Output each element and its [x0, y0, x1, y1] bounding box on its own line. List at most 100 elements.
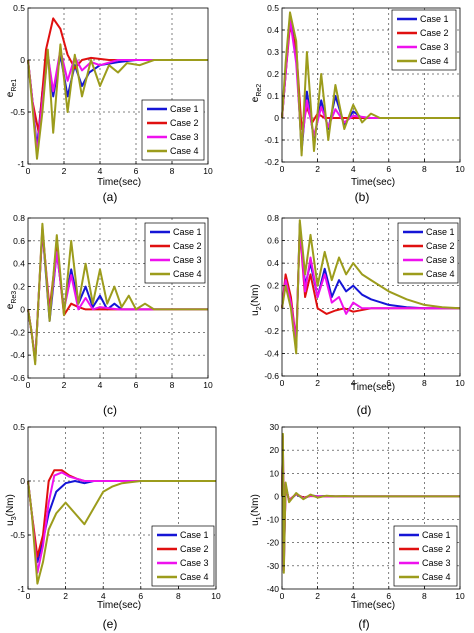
- y-tick-label-d: 0.6: [267, 236, 279, 246]
- y-axis-label-d: u2(Nm): [250, 284, 263, 316]
- x-tick-label-a: 0: [26, 166, 31, 176]
- y-tick-label-c: -0.6: [10, 373, 25, 383]
- y-tick-label-b: 0.3: [267, 47, 279, 57]
- y-axis-label-main-e: u: [5, 520, 16, 526]
- y-tick-label-d: 0: [274, 303, 279, 313]
- panel-e: (e) Time(sec) u3(Nm) 0 2 4 6 8 10 -1 -0.5 0 0.5 Ca…: [5, 422, 221, 631]
- x-tick-label-e: 8: [176, 591, 181, 601]
- x-tick-label-a: 10: [203, 166, 213, 176]
- y-tick-label-c: 0.2: [13, 282, 25, 292]
- y-axis-label-sub-f: 1: [256, 516, 263, 520]
- y-axis-label-tail-e: (Nm): [5, 494, 16, 516]
- x-tick-label-d: 4: [351, 378, 356, 388]
- y-tick-label-d: 0.8: [267, 213, 279, 223]
- panel-caption-c: (c): [103, 403, 117, 417]
- legend-b: Case 1 Case 2 Case 3 Case 4: [391, 9, 457, 71]
- x-axis-label-d: Time(sec): [351, 382, 395, 393]
- x-tick-label-f: 6: [386, 591, 391, 601]
- y-tick-label-f: 30: [270, 422, 280, 432]
- y-tick-label-e: -0.5: [10, 530, 25, 540]
- series-line-4-e: [27, 480, 216, 585]
- y-axis-label-f: u1(Nm): [250, 494, 263, 526]
- y-axis-label-main-c: e: [5, 303, 16, 309]
- x-tick-label-b: 8: [422, 164, 427, 174]
- legend-label-4-d: Case 4: [426, 269, 455, 279]
- legend-label-1-e: Case 1: [180, 530, 209, 540]
- x-tick-label-c: 8: [170, 380, 175, 390]
- legend-label-2-d: Case 2: [426, 241, 455, 251]
- x-axis-label-b: Time(sec): [351, 177, 395, 188]
- y-tick-label-e: 0.5: [13, 422, 25, 432]
- x-tick-label-b: 0: [280, 164, 285, 174]
- y-tick-label-d: 0.4: [267, 258, 279, 268]
- x-tick-label-f: 10: [455, 591, 465, 601]
- x-tick-label-b: 2: [315, 164, 320, 174]
- x-tick-label-a: 4: [98, 166, 103, 176]
- series-line-4-c: [27, 222, 208, 366]
- y-axis-label-main-a: e: [5, 91, 16, 97]
- series-line-4-a: [27, 43, 208, 160]
- legend-label-1-d: Case 1: [426, 227, 455, 237]
- legend-label-2-b: Case 2: [420, 28, 449, 38]
- svg-text:u2(Nm): u2(Nm): [250, 284, 263, 316]
- svg-text:eRe2: eRe2: [250, 84, 263, 103]
- x-tick-label-b: 6: [386, 164, 391, 174]
- series-line-4-b: [281, 11, 460, 157]
- y-axis-label-main-b: e: [250, 96, 261, 102]
- x-tick-label-d: 0: [280, 378, 285, 388]
- y-tick-label-c: -0.2: [10, 327, 25, 337]
- legend-label-1-c: Case 1: [173, 227, 202, 237]
- panel-caption-a: (a): [103, 190, 118, 204]
- legend-label-3-b: Case 3: [420, 42, 449, 52]
- axes-frame-b: [281, 7, 461, 163]
- legend-label-3-d: Case 3: [426, 255, 455, 265]
- x-axis-label-f: Time(sec): [351, 600, 395, 611]
- y-axis-label-sub-e: 3: [11, 516, 18, 520]
- y-tick-label-b: 0.2: [267, 69, 279, 79]
- svg-text:eRe1: eRe1: [5, 79, 18, 98]
- panel-caption-d: (d): [357, 403, 372, 417]
- axes-frame-a: [27, 7, 209, 165]
- svg-text:u3(Nm): u3(Nm): [5, 494, 18, 526]
- y-axis-label-main-f: u: [250, 520, 261, 526]
- x-tick-label-e: 10: [211, 591, 221, 601]
- legend-d: Case 1 Case 2 Case 3 Case 4: [397, 222, 459, 284]
- panel-caption-b: (b): [355, 190, 370, 204]
- x-tick-label-c: 4: [98, 380, 103, 390]
- y-axis-label-a: eRe1: [5, 79, 18, 98]
- y-tick-label-a: -0.5: [10, 107, 25, 117]
- y-axis-label-sub-d: 2: [256, 306, 263, 310]
- x-tick-label-f: 8: [422, 591, 427, 601]
- series-line-4-d: [281, 219, 461, 355]
- y-axis-label-main-d: u: [250, 310, 261, 316]
- y-axis-label-tail-f: (Nm): [250, 494, 261, 516]
- y-tick-label-e: -1: [17, 584, 25, 594]
- y-tick-label-e: 0: [20, 476, 25, 486]
- x-axis-label-a: Time(sec): [97, 177, 141, 188]
- x-tick-label-f: 0: [280, 591, 285, 601]
- legend-label-1-f: Case 1: [422, 530, 451, 540]
- y-tick-label-c: 0: [20, 304, 25, 314]
- y-tick-label-b: -0.2: [264, 157, 279, 167]
- x-tick-label-e: 6: [138, 591, 143, 601]
- panel-caption-f: (f): [358, 617, 369, 631]
- y-axis-label-sub-a: Re1: [11, 79, 18, 92]
- svg-text:u1(Nm): u1(Nm): [250, 494, 263, 526]
- y-tick-label-c: -0.4: [10, 350, 25, 360]
- y-tick-label-d: 0.2: [267, 281, 279, 291]
- series-line-4-f: [281, 432, 460, 574]
- legend-label-2-f: Case 2: [422, 544, 451, 554]
- legend-label-4-c: Case 4: [173, 269, 202, 279]
- y-axis-label-c: eRe3: [5, 291, 18, 310]
- x-tick-label-d: 2: [315, 378, 320, 388]
- y-tick-label-a: -1: [17, 159, 25, 169]
- legend-label-3-c: Case 3: [173, 255, 202, 265]
- x-tick-label-f: 2: [315, 591, 320, 601]
- y-tick-label-a: 0: [20, 55, 25, 65]
- legend-label-2-e: Case 2: [180, 544, 209, 554]
- panel-caption-e: (e): [103, 617, 118, 631]
- y-axis-label-b: eRe2: [250, 84, 263, 103]
- y-tick-label-f: -30: [267, 561, 280, 571]
- x-tick-label-d: 6: [386, 378, 391, 388]
